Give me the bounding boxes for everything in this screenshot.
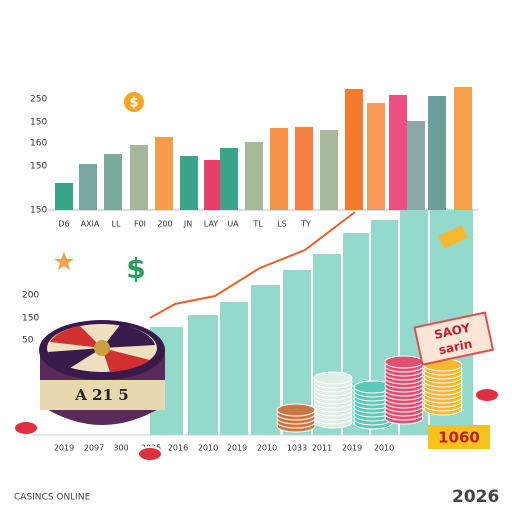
x-label: JN bbox=[183, 220, 192, 229]
bar bbox=[104, 154, 122, 210]
y-label: 200 bbox=[22, 291, 39, 301]
bar bbox=[389, 95, 407, 210]
bar bbox=[155, 137, 173, 210]
x-label: 200 bbox=[157, 220, 172, 229]
dollar-icon: $ bbox=[126, 252, 145, 285]
bar bbox=[454, 87, 472, 210]
loose-chip bbox=[13, 420, 39, 436]
y-label: 250 bbox=[30, 95, 47, 105]
x-label: 2010 bbox=[257, 444, 277, 453]
bar bbox=[320, 130, 338, 210]
chip bbox=[276, 403, 316, 417]
star-icon bbox=[54, 252, 74, 270]
bar bbox=[220, 302, 248, 435]
y-label: 150 bbox=[30, 206, 47, 216]
year: 2026 bbox=[452, 487, 499, 507]
y-label: 160 bbox=[30, 139, 47, 149]
wheel-label: A 21 5 bbox=[74, 386, 128, 404]
roulette-wheel: A 21 5 bbox=[39, 320, 165, 425]
x-label: LAY bbox=[204, 220, 218, 229]
coin-symbol: $ bbox=[129, 96, 138, 111]
bar bbox=[428, 96, 446, 210]
bar bbox=[295, 127, 313, 210]
bar bbox=[130, 145, 148, 210]
x-label: TY bbox=[300, 220, 311, 229]
x-label: 2097 bbox=[84, 444, 104, 453]
loose-chip bbox=[438, 225, 468, 249]
badge-box bbox=[428, 425, 490, 449]
x-label: LS bbox=[277, 220, 287, 229]
bar bbox=[407, 121, 425, 210]
bar bbox=[251, 285, 280, 435]
chip bbox=[384, 355, 424, 369]
sign-line: sarin bbox=[438, 337, 474, 358]
chip bbox=[313, 371, 353, 385]
x-label: 2019 bbox=[227, 444, 247, 453]
x-label: 2010 bbox=[198, 444, 218, 453]
bar bbox=[270, 128, 288, 210]
x-label: 1033 bbox=[287, 444, 307, 453]
badge: 1060 bbox=[438, 429, 480, 447]
bar bbox=[367, 103, 385, 210]
x-label: F0I bbox=[134, 220, 146, 229]
y-label: 150 bbox=[30, 162, 47, 172]
bar bbox=[79, 164, 97, 210]
x-label: TL bbox=[252, 220, 263, 229]
x-label: AXIA bbox=[81, 220, 100, 229]
top-chart: 250 150 160 150 150 D6 AXIA LL F0I 200 JN LAY UA TL LS… bbox=[30, 87, 478, 229]
bar bbox=[204, 160, 222, 210]
loose-chip bbox=[137, 446, 163, 462]
x-label: D6 bbox=[58, 220, 69, 229]
bar bbox=[245, 142, 263, 210]
x-label: LL bbox=[112, 220, 121, 229]
trend-line bbox=[149, 211, 356, 319]
x-label: 2016 bbox=[168, 444, 188, 453]
x-label: UA bbox=[227, 220, 239, 229]
x-label: 2019 bbox=[342, 444, 362, 453]
bar bbox=[220, 148, 238, 210]
footer: CASINCS ONLINE bbox=[14, 493, 91, 503]
y-label: 150 bbox=[22, 314, 39, 324]
y-label: 150 bbox=[30, 118, 47, 128]
bar bbox=[55, 183, 73, 210]
sign: SAOY sarin bbox=[413, 311, 495, 366]
y-label: 50 bbox=[22, 336, 34, 346]
bar bbox=[188, 315, 218, 435]
chip-stacks bbox=[13, 225, 500, 462]
bar bbox=[180, 156, 198, 210]
x-label: 300 bbox=[113, 444, 128, 453]
x-label: 2010 bbox=[374, 444, 394, 453]
x-label: 2019 bbox=[54, 444, 74, 453]
loose-chip bbox=[474, 387, 500, 403]
coin-icon bbox=[124, 92, 144, 112]
x-label: 2011 bbox=[312, 444, 332, 453]
bar bbox=[345, 89, 363, 210]
